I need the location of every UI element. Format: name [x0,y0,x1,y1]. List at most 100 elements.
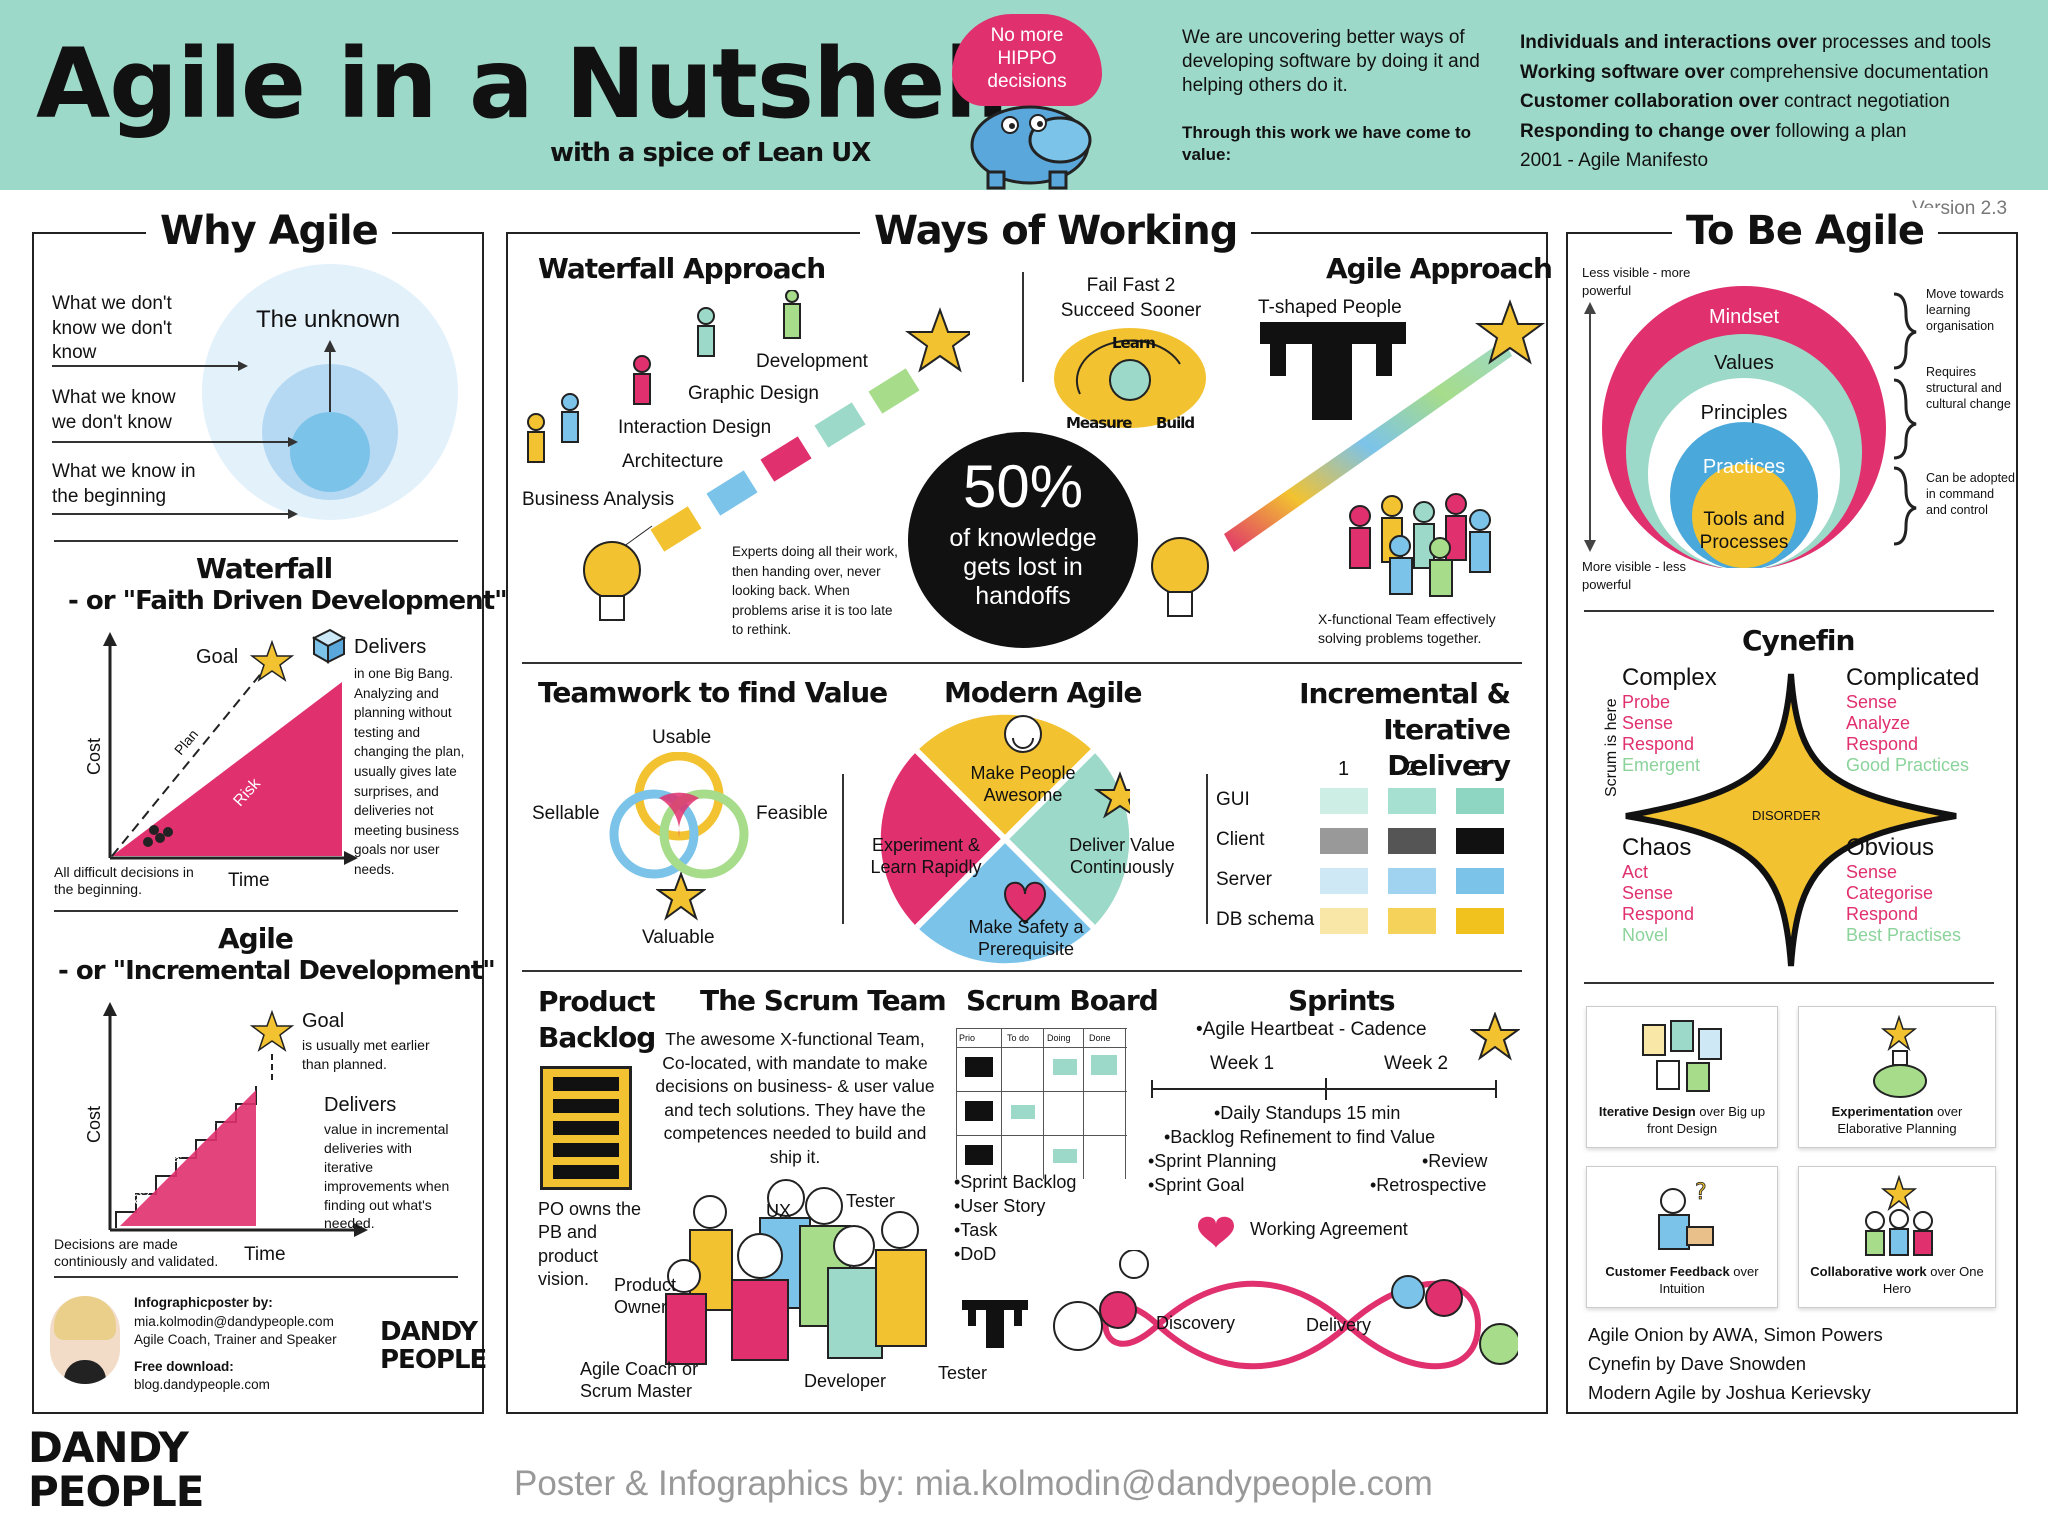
team-role-po: Product Owner [614,1275,677,1317]
quadrant-practice: Novel [1622,925,1669,945]
teamwork-divider [842,774,844,924]
scrum-board: Prio To do Doing Done [956,1028,1127,1179]
quadrant-step: Sense [1622,883,1674,903]
scrum-board-title: Scrum Board [966,984,1159,1017]
layer-label: DB schema [1216,909,1315,930]
principle-card: Iterative Design over Big up front Desig… [1586,1006,1778,1148]
waterfall-approach-title: Waterfall Approach [538,252,826,285]
week-1-label: Week 1 [1210,1053,1275,1074]
why-agile-title: Why Agile [146,208,392,254]
ways-divider [522,970,1522,972]
t-shaped-label: T-shaped People [1258,297,1402,318]
model-credit: Agile Onion by AWA, Simon Powers [1588,1324,1883,1345]
sprint-item: •Retrospective [1370,1175,1487,1195]
sprints-title: Sprints [1288,984,1396,1017]
waterfall-approach-note: Experts doing all their work, then handi… [732,544,898,637]
principle-card: Collaborative work over One Hero [1798,1166,1996,1308]
discovery-delivery-loop [1053,1250,1518,1370]
incremental-divider [1206,774,1208,924]
t-shape-small-icon [962,1300,1028,1348]
author-avatar [50,1296,120,1384]
handoff-circle [908,432,1138,648]
backlog-note: PO owns the PB and product vision. [538,1199,642,1290]
agile-goal-label: Goal [302,1010,345,1032]
credit-label: Infographicposter by: [134,1295,273,1310]
role-label: Graphic Design [688,383,819,404]
agile-delivers-label: Delivers [324,1094,397,1116]
quadrant-step: Respond [1846,734,1919,754]
to-be-agile-title: To Be Agile [1672,208,1939,254]
card-text: Iterative Design over Big up front Desig… [1598,1104,1766,1136]
card-text: Experimentation over Elaborative Plannin… [1831,1104,1963,1136]
sprint-star-icon [1470,1012,1520,1061]
venn-diagram [609,752,749,879]
ways-divider [522,662,1522,664]
less-visible-label: Less visible - more powerful [1582,265,1691,298]
handoff-text: of knowledge gets lost in handoffs [949,524,1097,610]
handoff-stat: 50% [962,453,1084,520]
incremental-title: Incremental & Iterative Delivery [1299,677,1511,782]
quadrant-step: Analyze [1846,713,1911,733]
why-divider [54,540,458,542]
knowledge-arrows [52,361,298,519]
knowledge-level: What we know in the beginning [52,461,196,507]
card-text: Customer Feedback over Intuition [1605,1264,1759,1296]
team-role-coach: Agile Coach or Scrum Master [580,1359,699,1401]
cynefin-quadrant: Obvious Sense Categorise Respond Best Pr… [1846,834,2006,946]
learn-cycle-icon [1054,328,1206,428]
why-divider [54,1276,458,1278]
board-col: Prio [959,1033,976,1043]
role-label: Business Analysis [522,489,675,510]
modern-deliver-value: Deliver Value Continuously [1069,835,1175,877]
board-col: Doing [1047,1033,1071,1043]
onion-mindset: Mindset [1708,306,1780,328]
delivery-cell [1388,788,1436,814]
hippo-text: No more HIPPO decisions [987,25,1067,92]
manifesto-intro: We are uncovering better ways of develop… [1182,27,1480,96]
delivery-cell [1320,908,1368,934]
download-url[interactable]: blog.dandypeople.com [134,1377,270,1392]
hippo-icon [970,105,1092,190]
onion-values: Values [1714,352,1774,374]
experiment-flask-icon [1873,1015,1927,1098]
iterative-design-icon [1642,1020,1722,1092]
cynefin-title: Cynefin [1742,624,1855,657]
sprint-item: •Sprint Goal [1148,1175,1245,1195]
quadrant-step: Categorise [1846,883,1934,903]
onion-braces [1893,292,1917,546]
quadrant-practice: Best Practises [1846,925,1962,945]
layer-label: Server [1216,869,1272,890]
principle-card: Experimentation over Elaborative Plannin… [1798,1006,1996,1148]
quadrant-name: Chaos [1622,834,1692,861]
waterfall-delivers-label: Delivers [354,636,427,658]
manifesto-source: 2001 - Agile Manifesto [1520,150,1709,171]
backlog-icon [540,1066,632,1190]
agile-rainbow-path [1151,299,1546,617]
waterfall-subtitle: - or "Faith Driven Development" [68,586,508,616]
delivery-cell [1320,868,1368,894]
quadrant-practice: Emergent [1622,755,1701,775]
agile-delivers-text: value in incremental deliveries with ite… [324,1121,450,1232]
to-be-divider [1584,610,1994,612]
cycle-measure: Measure [1066,414,1132,432]
onion-note: Move towards learning organisation [1926,287,2004,333]
quadrant-step: Sense [1846,692,1898,712]
manifesto-value: Responding to change over following a pl… [1520,120,1907,142]
heart-icon [1198,1216,1234,1248]
venn-usable: Usable [652,727,712,748]
modern-people-awesome: Make People Awesome [970,763,1076,805]
delivery-label: Delivery [1306,1315,1372,1335]
poster-subtitle: with a spice of Lean UX [550,138,871,168]
quadrant-step: Respond [1846,904,1919,924]
agile-subtitle: - or "Incremental Development" [58,956,496,986]
manifesto-value: Individuals and interactions over proces… [1520,32,1991,53]
hippo-badge [952,14,1102,106]
waterfall-title: Waterfall [196,552,333,585]
delivery-cell [1456,868,1504,894]
venn-valuable: Valuable [642,927,715,948]
venn-feasible: Feasible [756,803,828,824]
quadrant-step: Sense [1846,862,1898,882]
manifesto-value: Customer collaboration over contract neg… [1520,91,1950,112]
xfunc-team-icon [1349,493,1491,597]
board-col: To do [1007,1033,1030,1043]
